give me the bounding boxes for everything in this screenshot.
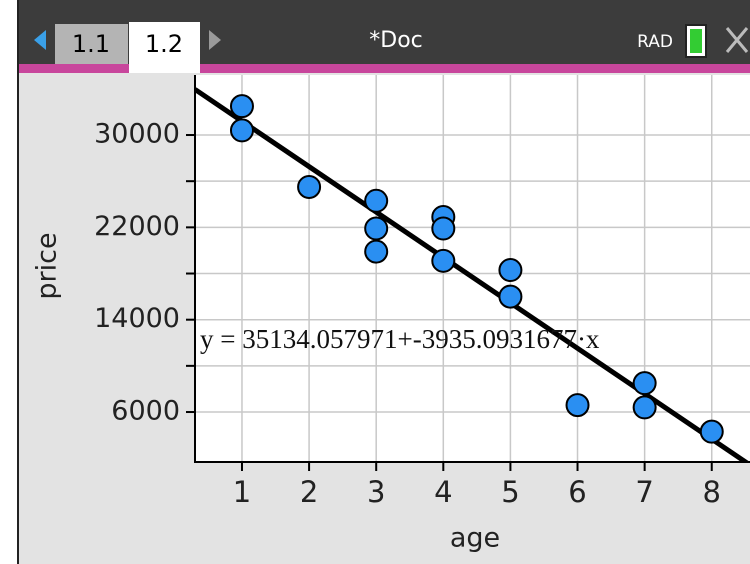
- data-point: [365, 241, 387, 263]
- tab-label: 1.1: [72, 30, 110, 58]
- document-title: *Doc: [369, 28, 423, 53]
- data-point: [634, 372, 656, 394]
- regression-equation: y = 35134.057971+-3935.0931677·x: [200, 324, 600, 354]
- y-tick-label: 22000: [94, 211, 180, 242]
- y-axis-label: price: [32, 232, 63, 299]
- calculator-screen: 1.1 1.2 *Doc RAD 1 2 3 4 5 6 7 8 6000 14000 22000 3…: [0, 0, 750, 564]
- x-tick-label: 1: [233, 475, 251, 509]
- data-point: [231, 119, 253, 141]
- screen-border: [17, 0, 19, 564]
- plot-area: [195, 75, 750, 462]
- data-point: [567, 394, 589, 416]
- data-point: [365, 190, 387, 212]
- page-divider: [19, 64, 750, 73]
- tab-label: 1.2: [145, 30, 183, 58]
- x-tick-label: 6: [568, 475, 586, 509]
- y-tick-label: 14000: [94, 303, 180, 334]
- data-point: [432, 250, 454, 272]
- page: {"header": {"tabs": ["1.1", "1.2"], "doc…: [0, 0, 750, 564]
- x-axis-label: age: [450, 523, 500, 554]
- x-tick-label: 2: [300, 475, 318, 509]
- x-tick-label: 3: [367, 475, 385, 509]
- battery-level: [690, 29, 702, 53]
- data-point: [231, 95, 253, 117]
- data-point: [701, 421, 723, 443]
- y-tick-label: 6000: [111, 396, 180, 427]
- data-point: [634, 396, 656, 418]
- x-tick-label: 5: [501, 475, 519, 509]
- data-point: [432, 218, 454, 240]
- data-point: [499, 259, 521, 281]
- data-point: [365, 218, 387, 240]
- x-tick-label: 7: [635, 475, 653, 509]
- y-tick-label: 30000: [94, 119, 180, 150]
- angle-mode: RAD: [637, 32, 673, 52]
- x-tick-label: 4: [434, 475, 452, 509]
- data-point: [298, 176, 320, 198]
- x-tick-label: 8: [703, 475, 721, 509]
- data-point: [499, 286, 521, 308]
